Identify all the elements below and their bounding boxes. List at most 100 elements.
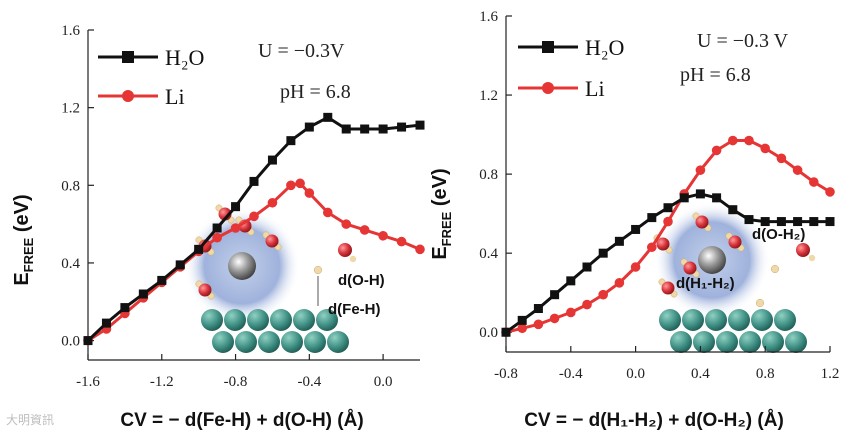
right-plot-area: 0.0 0.4 0.8 1.2 1.6 -0.8 -0.4 0.0 0.4 0.8 1.2 — [479, 9, 839, 382]
data-point-h2o — [517, 315, 527, 325]
data-point-li — [695, 165, 706, 175]
surface-atom — [270, 309, 292, 331]
legend-li-label: Li — [585, 76, 605, 101]
data-point-h2o — [793, 217, 803, 227]
data-point-h2o — [249, 176, 259, 186]
right-ph-label: pH = 6.8 — [680, 64, 751, 86]
data-point-h2o — [501, 327, 511, 337]
data-point-h2o — [101, 318, 111, 328]
data-point-h2o — [138, 289, 148, 299]
annot-d-feh: d(Fe-H) — [328, 301, 381, 318]
surface-atom — [247, 309, 269, 331]
left-ph-label: pH = 6.8 — [280, 81, 351, 103]
data-point-li — [776, 153, 787, 164]
legend-li-label: Li — [165, 84, 185, 109]
y-tick-label: 0.8 — [479, 167, 498, 183]
data-point-li — [598, 289, 608, 300]
x-tick-label: 0.0 — [626, 366, 645, 382]
left-legend: H₂O Li — [98, 45, 204, 109]
y-tick-label: 0.4 — [61, 256, 80, 272]
li-hydration-illustration — [653, 202, 816, 353]
data-point-h2o — [712, 193, 722, 203]
data-point-h2o — [397, 122, 407, 132]
x-tick-label: -0.8 — [224, 374, 248, 390]
data-point-h2o — [744, 215, 754, 225]
data-point-li — [760, 143, 770, 154]
right-legend: H₂O Li — [518, 35, 624, 101]
surface-atom — [774, 309, 796, 331]
data-point-h2o — [760, 217, 770, 227]
transferring-hydrogen-atom — [313, 265, 323, 275]
metal-center-atom — [228, 252, 256, 280]
annot-d-h1h2: d(H₁-H₂) — [676, 275, 735, 292]
left-chart-panel: 0.0 0.4 0.8 1.2 1.6 -1.6 -1.2 -0.8 -0.4 0.0 H₂O L… — [11, 23, 425, 431]
legend-h2o-label: H₂O — [165, 45, 204, 70]
oxygen-atom — [728, 235, 742, 249]
surface-atom — [327, 331, 349, 353]
data-point-h2o — [267, 155, 277, 165]
x-tick-label: -1.2 — [150, 374, 174, 390]
data-point-h2o — [809, 217, 819, 227]
surface-atom — [281, 331, 303, 353]
data-point-li — [212, 232, 222, 243]
left-y-axis-label: EFREE (eV) — [11, 194, 36, 285]
surface-atom — [235, 331, 257, 353]
data-point-h2o — [679, 193, 689, 203]
legend-h2o-marker — [542, 41, 554, 53]
surface-atom — [762, 331, 784, 353]
data-point-li — [663, 216, 673, 227]
surface-atom — [739, 331, 761, 353]
data-point-h2o — [776, 217, 786, 227]
surface-atom — [693, 331, 715, 353]
x-tick-label: 0.4 — [691, 366, 710, 382]
surface-atom — [201, 309, 223, 331]
data-point-h2o — [212, 223, 222, 233]
data-point-li — [295, 178, 305, 189]
right-y-axis-label: EFREE (eV) — [429, 168, 454, 259]
data-point-h2o — [120, 303, 130, 313]
surface-atom — [751, 309, 773, 331]
data-point-h2o — [286, 136, 296, 146]
data-point-li — [396, 236, 407, 247]
y-tick-label: 1.6 — [61, 23, 80, 39]
y-tick-label: 1.6 — [479, 9, 498, 25]
data-point-h2o — [582, 262, 592, 272]
data-point-h2o — [647, 213, 657, 223]
data-point-h2o — [533, 304, 543, 314]
y-tick-label: 0.4 — [479, 246, 498, 262]
data-point-li — [415, 244, 425, 255]
data-point-li — [249, 211, 259, 222]
data-point-h2o — [728, 205, 738, 215]
data-point-li — [566, 307, 576, 318]
surface-atom — [716, 331, 738, 353]
data-point-li — [744, 135, 754, 146]
data-point-h2o — [695, 189, 705, 199]
annot-d-oh2: d(O-H₂) — [752, 226, 805, 243]
data-point-li — [533, 319, 544, 330]
surface-atom — [258, 331, 280, 353]
surface-atom — [670, 331, 692, 353]
data-point-li — [359, 225, 370, 235]
oxygen-atom — [683, 261, 697, 275]
oxygen-atom — [796, 243, 810, 257]
data-point-h2o — [323, 112, 333, 122]
legend-li-marker — [542, 82, 554, 94]
data-point-h2o — [598, 248, 608, 258]
left-plot-area: 0.0 0.4 0.8 1.2 1.6 -1.6 -1.2 -0.8 -0.4 0.0 — [61, 23, 425, 390]
legend-h2o-marker — [122, 51, 134, 63]
surface-atom — [682, 309, 704, 331]
data-point-li — [517, 323, 527, 334]
data-point-h2o — [304, 122, 314, 132]
left-potential-label: U = −0.3V — [258, 40, 345, 62]
data-point-h2o — [194, 244, 204, 254]
x-tick-label: -1.6 — [76, 374, 100, 390]
annot-d-oh: d(O-H) — [338, 272, 385, 289]
data-point-li — [825, 187, 835, 197]
data-point-h2o — [157, 275, 167, 285]
legend-h2o-label: H₂O — [585, 35, 624, 60]
left-x-axis-label: CV = − d(Fe-H) + d(O-H) (Å) — [120, 410, 363, 431]
right-chart-panel: 0.0 0.4 0.8 1.2 1.6 -0.8 -0.4 0.0 0.4 0.8 1.2 H₂O … — [429, 9, 839, 431]
hydrogen-atom — [808, 254, 816, 262]
data-point-h2o — [663, 203, 673, 213]
y-tick-label: 0.0 — [61, 334, 80, 350]
